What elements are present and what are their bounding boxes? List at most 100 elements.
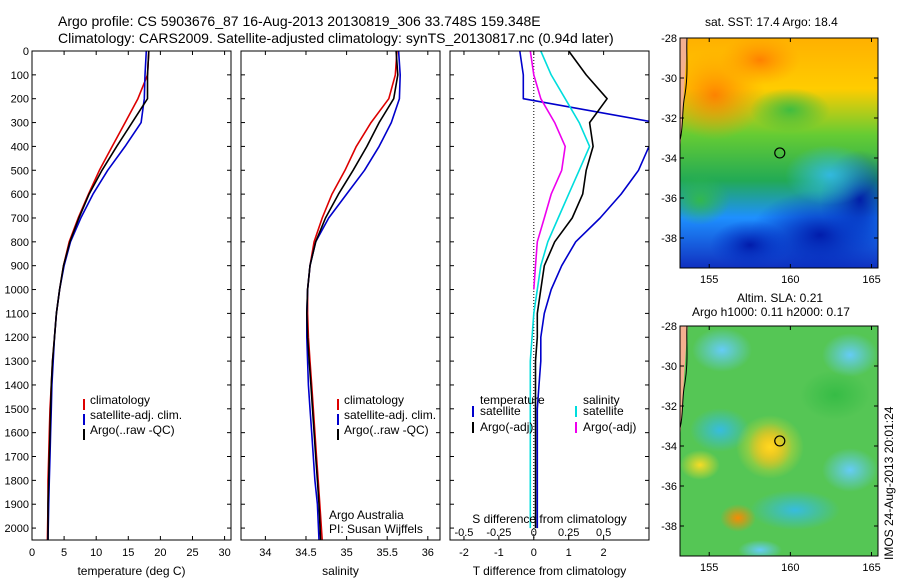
map-y-tick-label: -34 bbox=[661, 153, 677, 165]
y-tick-label: 1100 bbox=[5, 308, 29, 320]
y-tick-label: 1400 bbox=[5, 380, 29, 392]
temperature-legend: climatology satellite-adj. clim. Argo(..… bbox=[83, 393, 182, 440]
x-tick-label: 0 bbox=[531, 547, 537, 559]
x2-axis-label: S difference from climatology bbox=[472, 512, 627, 526]
y-tick-label: 1500 bbox=[5, 404, 29, 416]
legend-climatology: climatology bbox=[90, 393, 150, 407]
sla-map: Altim. SLA: 0.21 Argo h1000: 0.11 h2000:… bbox=[661, 291, 881, 574]
x-tick-label: 34.5 bbox=[295, 547, 316, 559]
map-y-tick-label: -34 bbox=[661, 441, 677, 453]
y-tick-label: 1700 bbox=[5, 452, 29, 464]
legend-diff-sal-argo: Argo(-adj) bbox=[583, 420, 636, 434]
x-tick-label: -2 bbox=[459, 547, 469, 559]
series-line bbox=[536, 146, 649, 529]
series-line bbox=[305, 51, 402, 540]
series-line bbox=[46, 51, 150, 540]
y-tick-label: 700 bbox=[11, 213, 29, 225]
series-line bbox=[529, 51, 567, 290]
y-tick-label: 1600 bbox=[5, 428, 29, 440]
map-x-tick-label: 155 bbox=[700, 562, 718, 574]
map-x-tick-label: 165 bbox=[862, 562, 880, 574]
y-tick-label: 1800 bbox=[5, 475, 29, 487]
salinity-legend: climatology satellite-adj. clim. Argo(..… bbox=[329, 393, 436, 536]
temperature-panel: 0100200300400500600700800900100011001200… bbox=[5, 46, 232, 578]
x-tick-label: 35.5 bbox=[376, 547, 397, 559]
x-tick-label: 15 bbox=[122, 547, 134, 559]
map-y-tick-label: -28 bbox=[661, 321, 677, 333]
plot-frame bbox=[31, 50, 232, 541]
map-x-tick-label: 165 bbox=[862, 274, 880, 286]
series-group bbox=[305, 51, 402, 540]
sst-heatmap bbox=[680, 38, 878, 268]
map-y-tick-label: -30 bbox=[661, 73, 677, 85]
legend-argo: Argo(..raw -QC) bbox=[90, 423, 175, 437]
x-tick-label: 36 bbox=[422, 547, 434, 559]
map-y-tick-label: -32 bbox=[661, 401, 677, 413]
credit-org: Argo Australia bbox=[329, 508, 404, 522]
y-tick-label: 600 bbox=[11, 189, 29, 201]
series-line bbox=[47, 51, 150, 540]
x2-tick-label: 0.5 bbox=[596, 527, 611, 539]
legend-diff-sal-satellite: satellite bbox=[583, 404, 624, 418]
x-axis-label: temperature (deg C) bbox=[77, 564, 185, 578]
sst-map-title: sat. SST: 17.4 Argo: 18.4 bbox=[705, 15, 838, 29]
x-tick-label: 30 bbox=[218, 547, 230, 559]
x-axis-label: salinity bbox=[322, 564, 359, 578]
legend-diff-temp-satellite: satellite bbox=[480, 404, 521, 418]
map-y-tick-label: -32 bbox=[661, 113, 677, 125]
map-y-tick-label: -38 bbox=[661, 233, 677, 245]
x2-tick-label: 0.25 bbox=[558, 527, 579, 539]
x2-tick-label: 0 bbox=[531, 527, 537, 539]
series-group bbox=[519, 51, 649, 529]
coastline bbox=[680, 38, 688, 141]
coastline bbox=[680, 326, 688, 429]
map-y-tick-label: -38 bbox=[661, 521, 677, 533]
footer-stamp: IMOS 24-Aug-2013 20:01:24 bbox=[882, 406, 896, 560]
x-axis-label: T difference from climatology bbox=[473, 564, 627, 578]
map-x-tick-label: 155 bbox=[700, 274, 718, 286]
x-tick-label: 34 bbox=[259, 547, 271, 559]
plot-frame bbox=[240, 50, 441, 541]
sst-map: sat. SST: 17.4 Argo: 18.4 -28 -30 -32 -34 -3… bbox=[661, 15, 881, 286]
legend-satellite-adj: satellite-adj. clim. bbox=[344, 408, 436, 422]
map-y-tick-label: -28 bbox=[661, 33, 677, 45]
y-tick-label: 2000 bbox=[5, 523, 29, 535]
x-tick-label: 25 bbox=[186, 547, 198, 559]
y-tick-label: 400 bbox=[11, 141, 29, 153]
y-tick-label: 200 bbox=[11, 94, 29, 106]
legend-diff-salinity: salinity bbox=[583, 393, 620, 407]
sla-map-title-2: Argo h1000: 0.11 h2000: 0.17 bbox=[692, 305, 850, 319]
float-position-marker bbox=[774, 147, 786, 159]
y-tick-label: 0 bbox=[23, 46, 29, 58]
legend-satellite-adj: satellite-adj. clim. bbox=[90, 408, 182, 422]
legend-diff-temp-argo: Argo(-adj) bbox=[480, 420, 533, 434]
y-tick-label: 1200 bbox=[5, 332, 29, 344]
series-line bbox=[519, 51, 649, 123]
map-x-tick-label: 160 bbox=[781, 274, 799, 286]
series-group bbox=[46, 51, 150, 540]
difference-legend: temperature salinity satellite satellite… bbox=[472, 393, 636, 434]
map-y-tick-label: -36 bbox=[661, 193, 677, 205]
series-line bbox=[529, 51, 591, 529]
y-tick-label: 1900 bbox=[5, 499, 29, 511]
x-tick-label: -1 bbox=[494, 547, 504, 559]
map-x-tick-label: 160 bbox=[781, 562, 799, 574]
legend-climatology: climatology bbox=[344, 393, 404, 407]
y-tick-label: 1300 bbox=[5, 356, 29, 368]
float-position-marker bbox=[774, 435, 786, 447]
x-tick-label: 10 bbox=[90, 547, 102, 559]
y-tick-label: 800 bbox=[11, 237, 29, 249]
series-line bbox=[305, 51, 399, 540]
header-line-2: Climatology: CARS2009. Satellite-adjuste… bbox=[58, 30, 614, 46]
map-y-tick-label: -36 bbox=[661, 481, 677, 493]
y-tick-label: 1000 bbox=[5, 285, 29, 297]
x-tick-label: 0 bbox=[29, 547, 35, 559]
y-tick-label: 300 bbox=[11, 118, 29, 130]
credit-pi: PI: Susan Wijffels bbox=[329, 522, 423, 536]
x2-tick-label: -0.25 bbox=[486, 527, 511, 539]
x-tick-label: 1 bbox=[566, 547, 572, 559]
sla-map-title-1: Altim. SLA: 0.21 bbox=[737, 291, 823, 305]
header-line-1: Argo profile: CS 5903676_87 16-Aug-2013 … bbox=[58, 13, 541, 29]
sla-heatmap bbox=[680, 326, 878, 556]
